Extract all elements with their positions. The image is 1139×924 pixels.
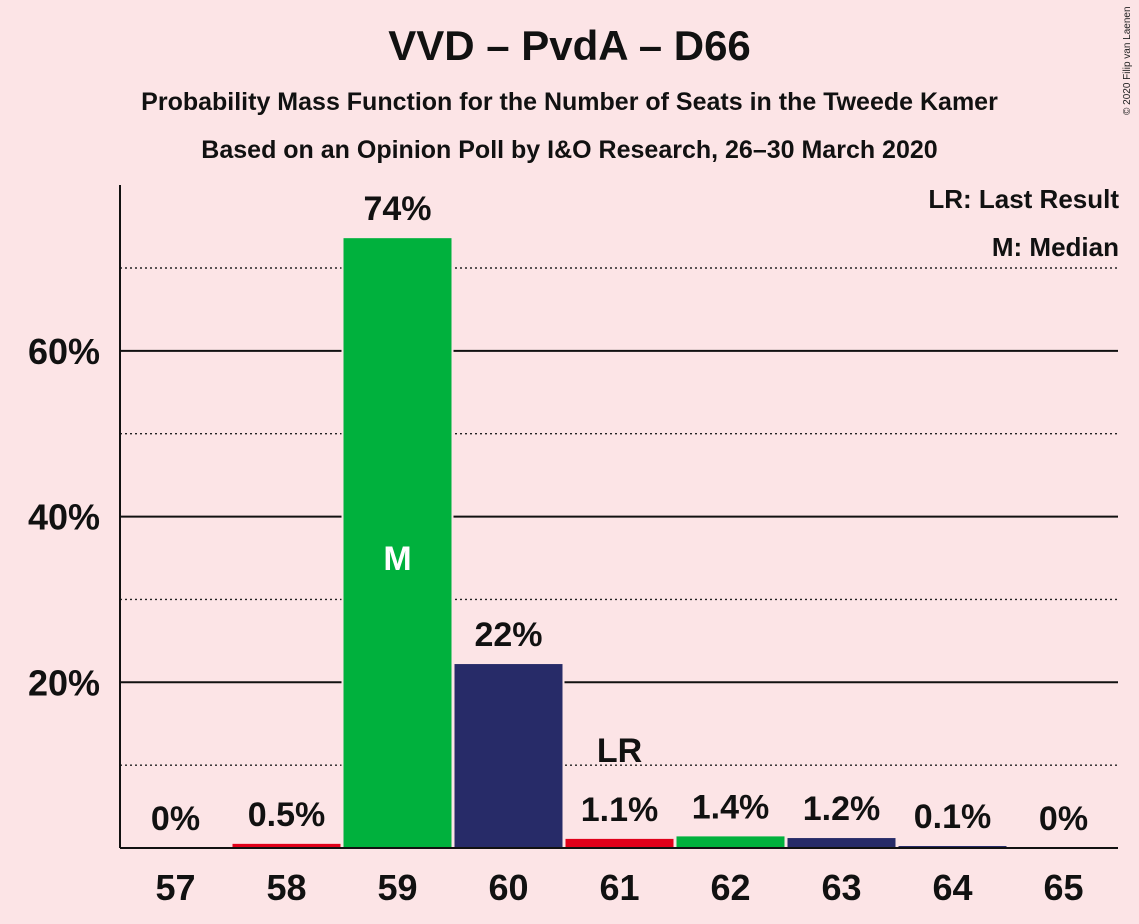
- legend-last-result: LR: Last Result: [928, 184, 1119, 214]
- chart-subtitle: Probability Mass Function for the Number…: [141, 88, 998, 116]
- x-tick-label-59: 59: [377, 867, 417, 908]
- bar-63: [787, 838, 896, 848]
- chart-subtitle-source: Based on an Opinion Poll by I&O Research…: [201, 136, 938, 164]
- x-tick-label-61: 61: [599, 867, 639, 908]
- x-tick-label-62: 62: [710, 867, 750, 908]
- chart-title: VVD – PvdA – D66: [388, 22, 751, 69]
- x-tick-label-65: 65: [1043, 867, 1083, 908]
- value-label-64: 0.1%: [914, 798, 992, 836]
- value-label-63: 1.2%: [803, 790, 881, 828]
- x-tick-label-63: 63: [821, 867, 861, 908]
- bar-58: [232, 843, 341, 848]
- value-label-60: 22%: [474, 616, 542, 654]
- x-tick-label-57: 57: [155, 867, 195, 908]
- value-label-65: 0%: [1039, 800, 1088, 838]
- value-label-58: 0.5%: [248, 796, 326, 834]
- bar-61: [565, 838, 674, 848]
- value-label-62: 1.4%: [692, 788, 770, 826]
- y-tick-label-40: 40%: [28, 497, 100, 538]
- x-tick-label-60: 60: [488, 867, 528, 908]
- value-label-61: 1.1%: [581, 791, 659, 829]
- x-tick-label-58: 58: [266, 867, 306, 908]
- bar-60: [454, 664, 563, 848]
- last-result-marker: LR: [597, 732, 642, 770]
- legend-median: M: Median: [991, 232, 1119, 262]
- bar-62: [676, 836, 785, 848]
- x-tick-label-64: 64: [932, 867, 972, 908]
- bar-59: [343, 238, 452, 848]
- median-marker: M: [383, 540, 411, 578]
- y-tick-label-60: 60%: [28, 331, 100, 372]
- value-label-59: 74%: [363, 190, 431, 228]
- value-label-57: 0%: [151, 800, 200, 838]
- y-tick-label-20: 20%: [28, 662, 100, 703]
